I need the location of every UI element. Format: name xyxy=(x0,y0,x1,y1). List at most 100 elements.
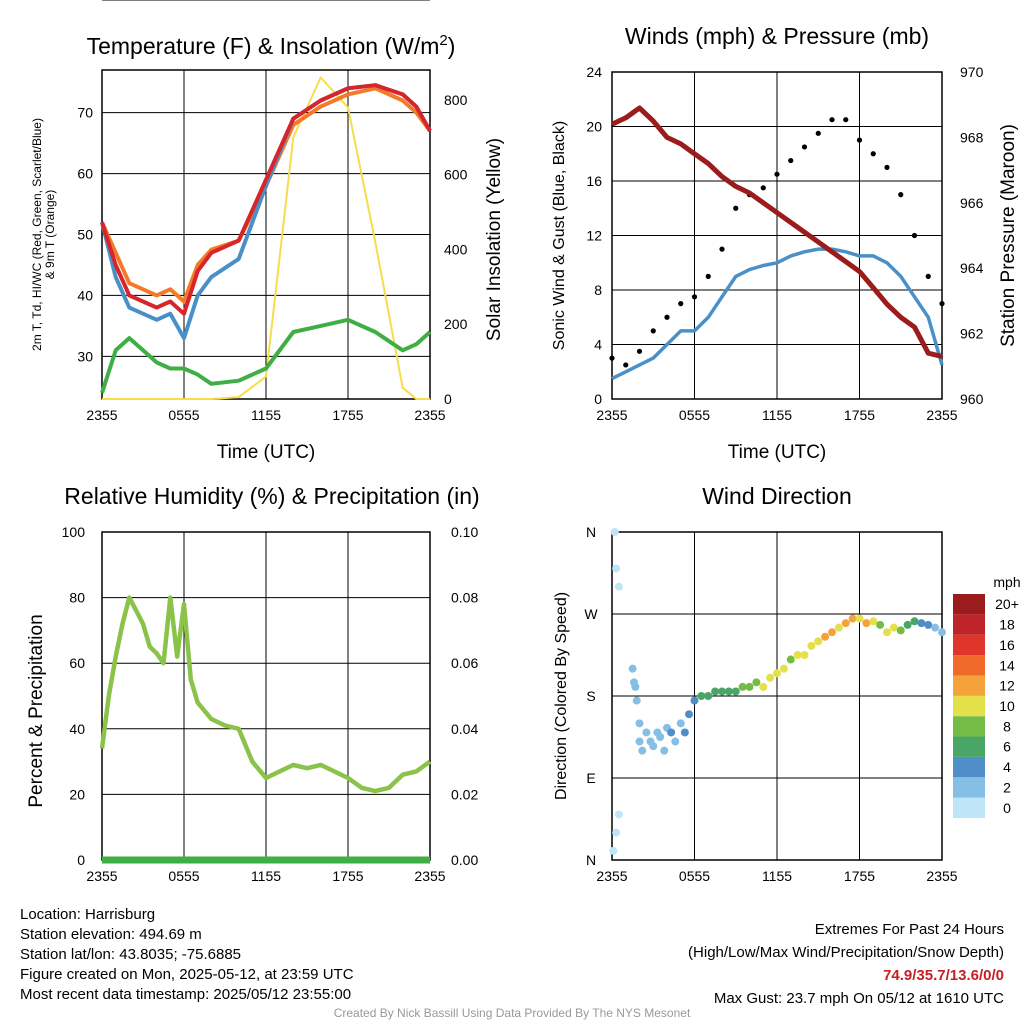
plot-frame xyxy=(611,531,943,861)
direction-point xyxy=(635,737,644,746)
y-axis-label: 2m T, Td, HI/WC (Red, Green, Scarlet/Blu… xyxy=(30,118,57,351)
y2-tick-label: 0.04 xyxy=(451,721,478,737)
series-line-green xyxy=(100,317,432,394)
colorbar-label: 16 xyxy=(999,637,1015,653)
x-tick-label: 1155 xyxy=(251,868,281,884)
y2-tick-label: 0.10 xyxy=(451,524,478,540)
direction-point xyxy=(759,682,768,691)
y-tick-label: 40 xyxy=(69,721,85,737)
direction-point xyxy=(766,673,775,682)
colorbar-swatch xyxy=(953,675,985,696)
colorbar-label: 6 xyxy=(1003,739,1011,755)
chart-title: Winds (mph) & Pressure (mb) xyxy=(625,23,929,49)
direction-point xyxy=(656,733,665,741)
x-tick-label: 1155 xyxy=(251,407,281,423)
direction-point xyxy=(931,623,940,632)
y2-tick-label: 0.00 xyxy=(451,852,478,868)
colorbar-label: 12 xyxy=(999,678,1015,694)
direction-point xyxy=(690,696,699,705)
colorbar-swatch xyxy=(953,756,985,778)
y2-tick-label: 970 xyxy=(960,64,984,80)
direction-point xyxy=(903,620,912,629)
gust-point xyxy=(801,144,808,150)
colorbar-label: 10 xyxy=(999,698,1015,714)
extremes-title: Extremes For Past 24 Hours xyxy=(814,921,1004,938)
direction-point xyxy=(638,746,647,755)
direction-point xyxy=(614,582,623,591)
colorbar-swatch xyxy=(953,797,985,818)
direction-point xyxy=(631,682,640,691)
colorbar: 0 2 4 6 8 10 12 14 16 18 20+ mph xyxy=(953,574,1021,818)
y2-tick-label: 960 xyxy=(960,391,984,407)
colorbar-label: 2 xyxy=(1003,779,1011,795)
y2-axis-label: Station Pressure (Maroon) xyxy=(998,124,1019,347)
direction-point xyxy=(779,664,788,673)
gust-point xyxy=(815,130,821,136)
direction-point xyxy=(834,623,843,632)
colorbar-swatch xyxy=(953,695,985,717)
x-axis-label: Time (UTC) xyxy=(217,442,316,463)
direction-point xyxy=(667,728,676,737)
direction-point xyxy=(649,742,658,751)
colorbar-swatch xyxy=(953,594,985,615)
x-tick-label: 2355 xyxy=(414,868,445,884)
y-tick-label: 0 xyxy=(77,852,85,868)
colorbar-label: 20+ xyxy=(995,596,1019,612)
direction-point xyxy=(848,614,857,623)
series-line-pressure xyxy=(610,105,943,359)
direction-point xyxy=(773,669,781,678)
direction-point xyxy=(704,692,713,700)
y2-tick-label: 964 xyxy=(960,260,984,276)
direction-point xyxy=(752,678,761,687)
x-tick-label: 1755 xyxy=(844,407,875,423)
direction-point xyxy=(938,628,946,637)
x-tick-label: 2355 xyxy=(596,868,627,884)
x-tick-label: 1755 xyxy=(332,407,363,423)
y-tick-label: 100 xyxy=(62,524,86,540)
gust-point xyxy=(760,185,766,191)
direction-point xyxy=(671,737,680,746)
y-tick-label: S xyxy=(586,688,595,704)
direction-point xyxy=(800,651,809,659)
direction-point xyxy=(876,620,885,629)
created-text: Figure created on Mon, 2025-05-12, at 23… xyxy=(20,966,354,983)
y-tick-label: 40 xyxy=(77,287,93,303)
max-gust-text: Max Gust: 23.7 mph On 05/12 at 1610 UTC xyxy=(713,990,1004,1007)
gust-point xyxy=(705,273,711,279)
extremes-subtitle: (High/Low/Max Wind/Precipitation/Snow De… xyxy=(688,944,1004,961)
colorbar-label: 4 xyxy=(1003,759,1011,775)
direction-point xyxy=(697,692,706,700)
x-axis-label: Time (UTC) xyxy=(728,442,827,463)
colorbar-swatch xyxy=(953,716,985,737)
y2-axis-label: Solar Insolation (Yellow) xyxy=(484,138,505,341)
y-tick-label: 30 xyxy=(77,348,93,364)
x-tick-label: 1755 xyxy=(332,868,363,884)
plot-frame xyxy=(611,71,943,400)
colorbar-swatch xyxy=(953,614,985,635)
direction-point xyxy=(628,664,637,673)
direction-point xyxy=(612,564,621,573)
direction-point xyxy=(924,620,933,629)
gust-point xyxy=(829,117,835,123)
y2-tick-label: 0 xyxy=(444,391,452,407)
y2-tick-label: 400 xyxy=(444,241,468,257)
colorbar-swatch xyxy=(953,655,985,676)
y2-tick-label: 966 xyxy=(960,195,984,211)
direction-point xyxy=(680,728,689,737)
x-tick-label: 2355 xyxy=(926,407,957,423)
location-text: Location: Harrisburg xyxy=(20,906,156,923)
x-tick-label: 0555 xyxy=(168,407,199,423)
colorbar-label: 0 xyxy=(1003,800,1011,816)
series-line-yellow xyxy=(102,76,430,400)
y-tick-label: 4 xyxy=(594,337,602,353)
direction-point xyxy=(841,619,850,628)
colorbar-label: 18 xyxy=(999,617,1015,633)
gust-point xyxy=(925,273,931,279)
direction-point xyxy=(738,682,747,691)
y2-tick-label: 0.02 xyxy=(451,786,478,802)
y-tick-label: 24 xyxy=(586,64,602,80)
gust-point xyxy=(774,171,780,177)
direction-point xyxy=(883,628,891,637)
direction-point xyxy=(793,651,802,659)
